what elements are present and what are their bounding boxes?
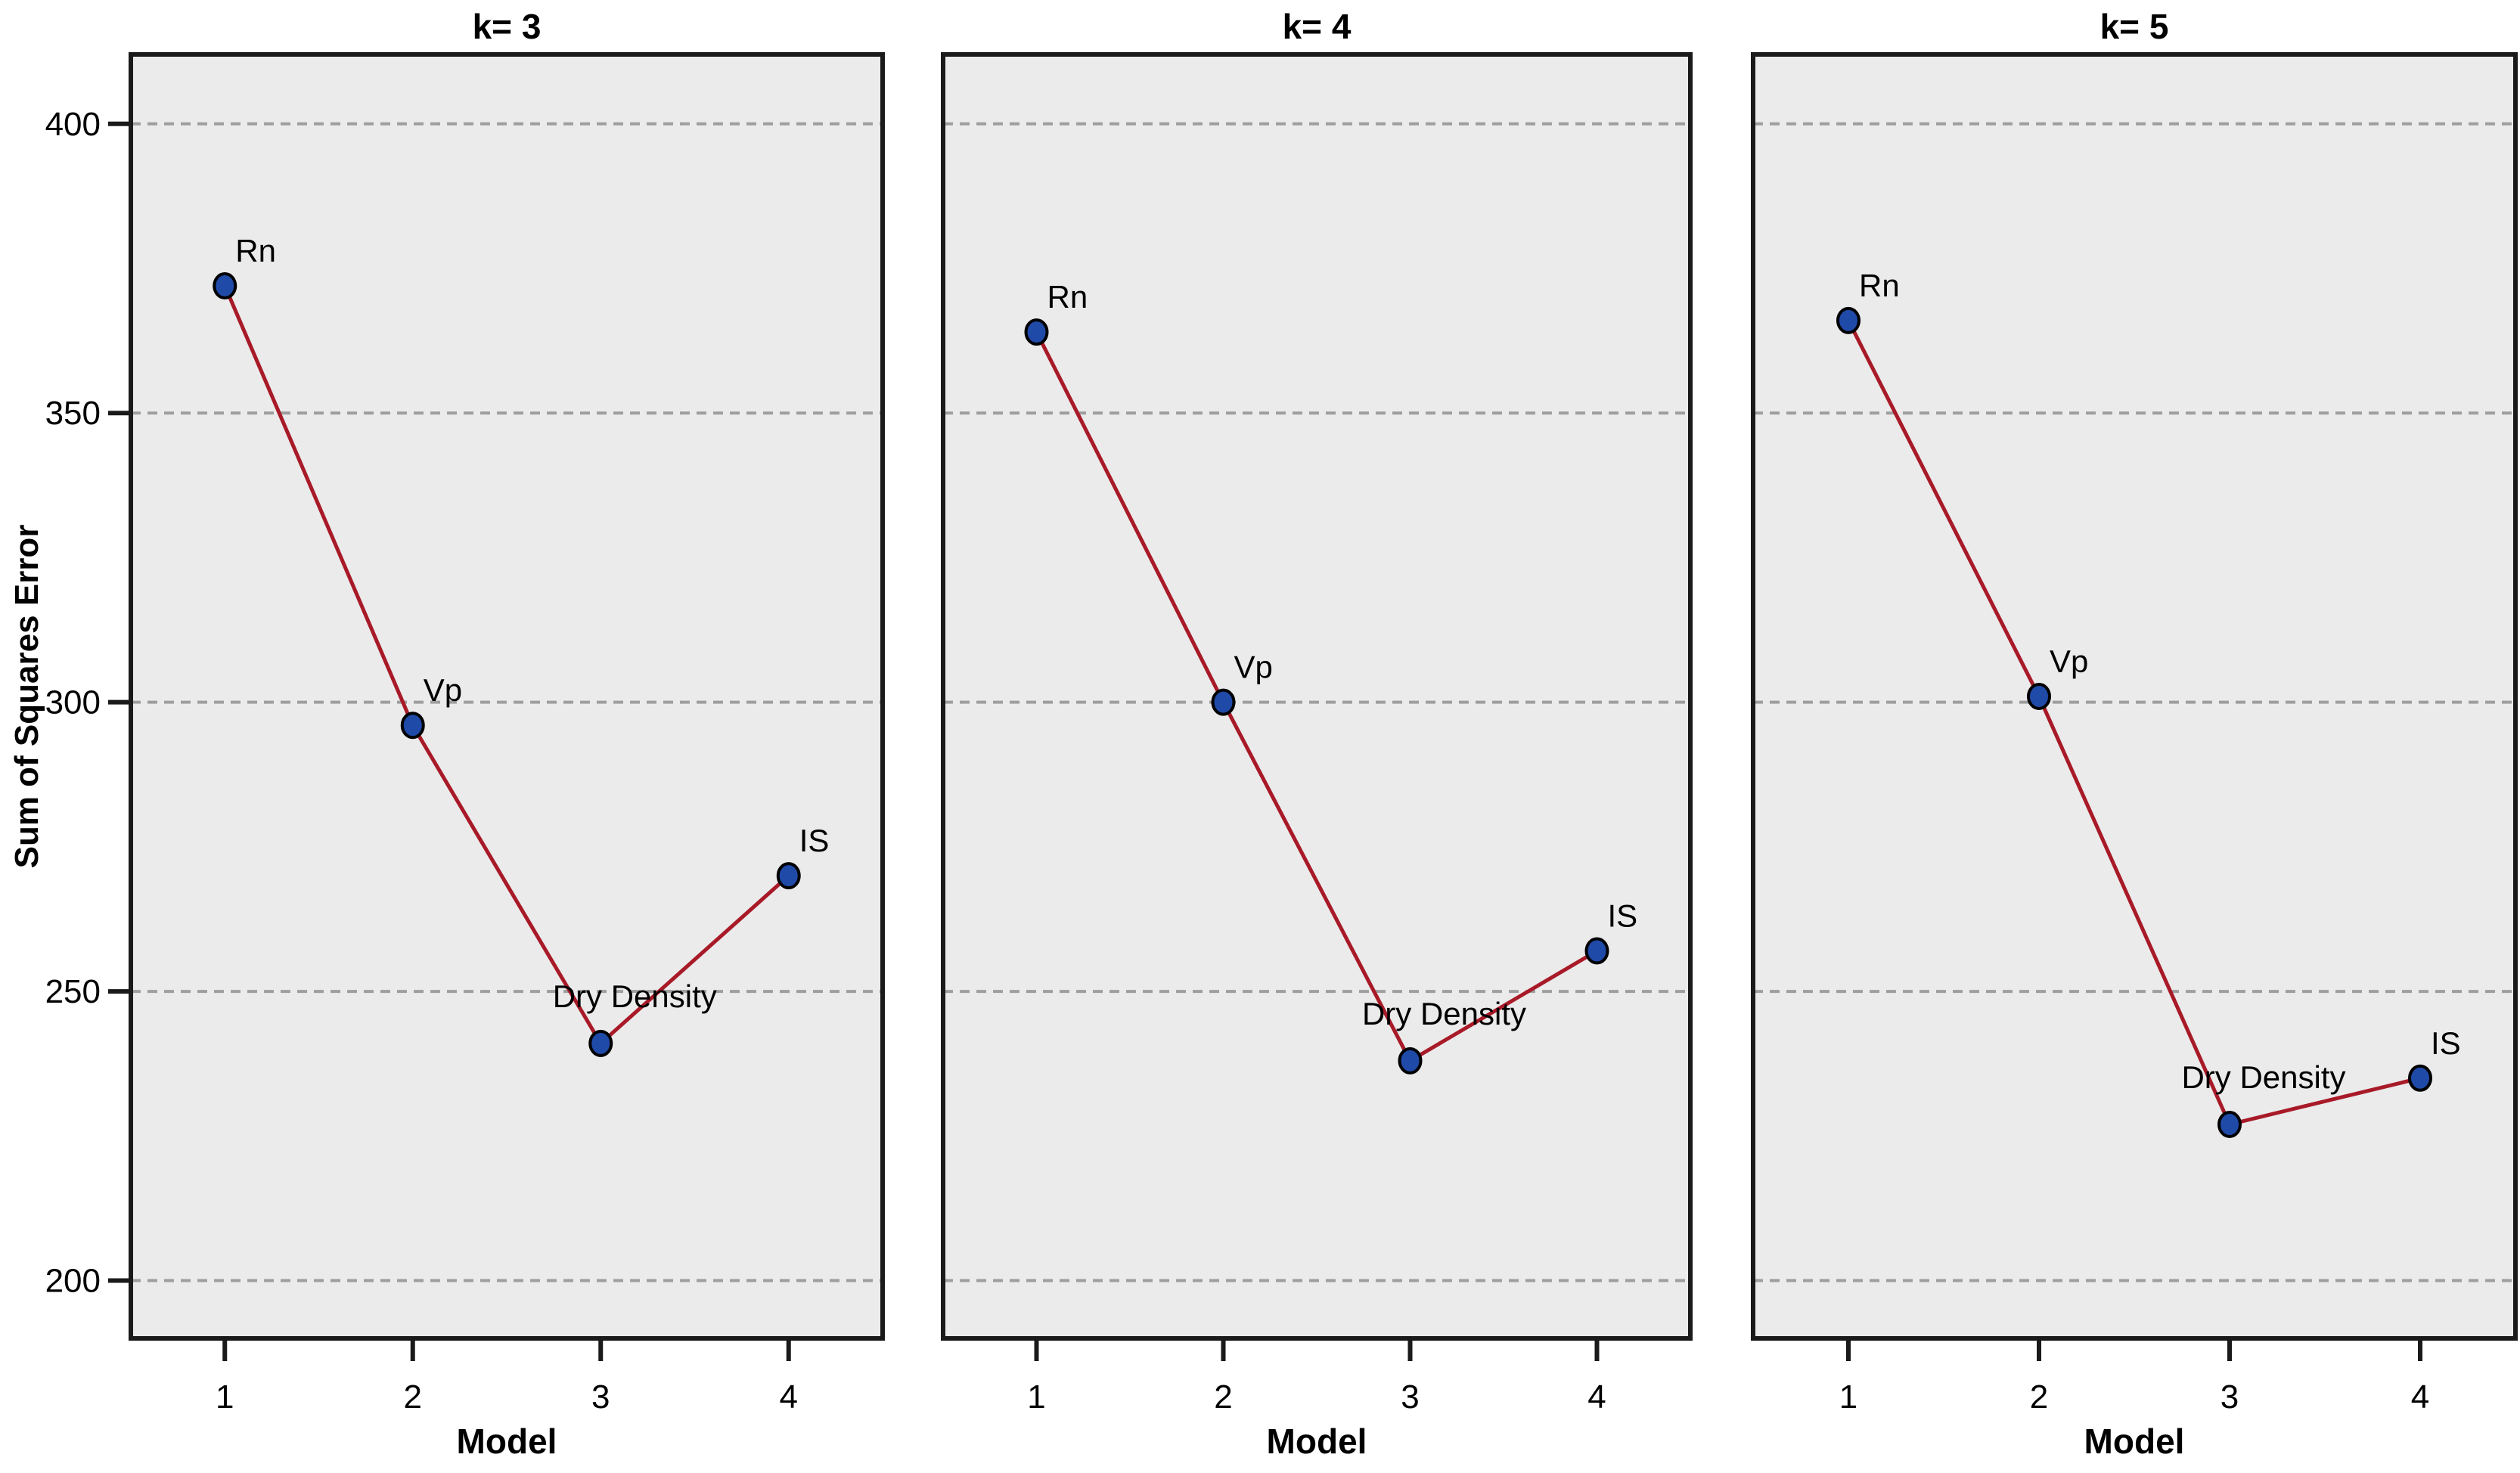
- y-tick-label: 200: [45, 1263, 101, 1300]
- data-point-rn: [213, 271, 237, 299]
- x-tick-label: 4: [1587, 1378, 1606, 1416]
- panel-title-k3: k= 3: [472, 7, 542, 46]
- series-line: [1035, 331, 1598, 1064]
- plot-area: [943, 54, 1690, 1338]
- panel-title-k4: k= 4: [1282, 7, 1352, 46]
- y-tick-label: 350: [45, 395, 101, 432]
- y-tick-label: 300: [45, 684, 101, 721]
- x-tick-label: 4: [2411, 1378, 2429, 1416]
- data-point-dry-density: [588, 1029, 613, 1057]
- data-point-is: [776, 862, 801, 890]
- x-tick-label: 2: [2030, 1378, 2048, 1416]
- y-tick-label: 250: [45, 973, 101, 1010]
- point-label: IS: [2431, 1025, 2461, 1061]
- x-tick-label: 1: [1839, 1378, 1857, 1416]
- plot-border: [129, 52, 885, 1341]
- x-tick-label: 1: [216, 1378, 234, 1416]
- point-label: IS: [1608, 898, 1638, 934]
- point-label: Rn: [1859, 268, 1900, 303]
- point-label: Vp: [2050, 643, 2088, 679]
- data-point-vp: [1211, 688, 1236, 716]
- point-label: Dry Density: [2181, 1059, 2345, 1095]
- data-point-vp: [400, 712, 425, 740]
- series-line: [222, 284, 790, 1047]
- panel-plot-1: 200 250 300 350 400 1 2 3 4 Rn Vp Dry Density IS: [45, 52, 885, 1416]
- point-label: IS: [799, 823, 830, 858]
- plot-border: [941, 52, 1693, 1341]
- data-point-dry-density: [2217, 1111, 2242, 1138]
- x-tick-label: 3: [2221, 1378, 2239, 1416]
- x-tick-label: 2: [404, 1378, 422, 1416]
- x-tick-label: 3: [591, 1378, 610, 1416]
- x-tick-label: 4: [780, 1378, 798, 1416]
- data-point-is: [2408, 1064, 2432, 1092]
- point-label: Vp: [1234, 650, 1273, 685]
- x-tick-label: 1: [1027, 1378, 1045, 1416]
- panel-plot-2: 1 2 3 4 Rn Vp Dry Density IS: [941, 52, 1693, 1416]
- data-point-dry-density: [1398, 1047, 1423, 1075]
- x-axis-title-k5: Model: [2084, 1422, 2185, 1461]
- point-label: Vp: [424, 672, 462, 708]
- data-point-rn: [1836, 306, 1861, 334]
- point-label: Rn: [235, 233, 276, 268]
- x-axis-title-k3: Model: [456, 1422, 557, 1461]
- point-label: Dry Density: [553, 978, 717, 1014]
- data-point-vp: [2027, 683, 2051, 710]
- x-axis-title-k4: Model: [1266, 1422, 1367, 1461]
- data-point-is: [1584, 937, 1609, 965]
- x-tick-label: 3: [1401, 1378, 1419, 1416]
- y-tick-label: 400: [45, 106, 101, 143]
- plot-area: [131, 54, 883, 1338]
- y-axis-title: Sum of Squares Error: [8, 524, 45, 869]
- data-point-rn: [1024, 318, 1049, 346]
- panel-plot-3: 1 2 3 4 Rn Vp Dry Density IS: [1751, 52, 2518, 1416]
- plot-area: [1753, 54, 2515, 1338]
- point-label: Rn: [1047, 279, 1088, 315]
- point-label: Dry Density: [1362, 996, 1526, 1031]
- series-line: [1846, 319, 2421, 1127]
- panel-title-k5: k= 5: [2099, 7, 2169, 46]
- x-tick-label: 2: [1214, 1378, 1232, 1416]
- plot-border: [1751, 52, 2518, 1341]
